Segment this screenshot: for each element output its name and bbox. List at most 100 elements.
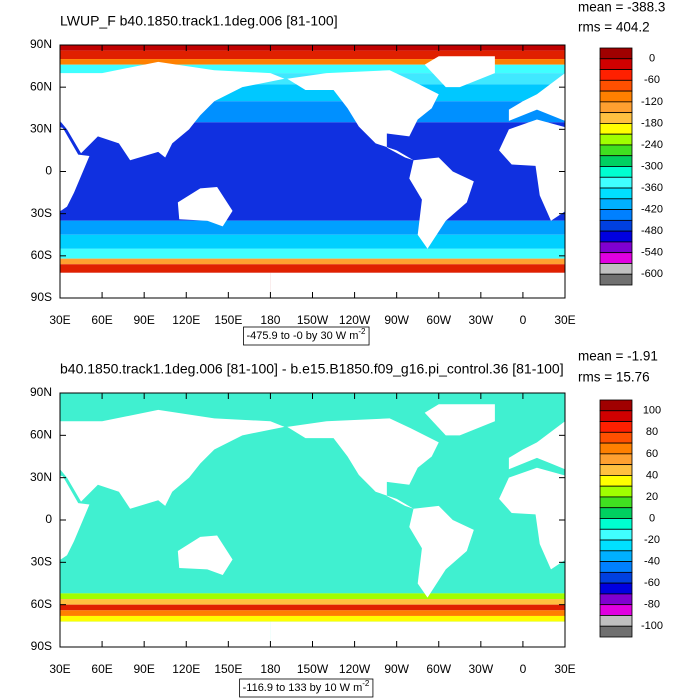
- colorbar-label: 0: [649, 512, 655, 524]
- lon-label: 0: [520, 662, 527, 676]
- land: [270, 272, 565, 298]
- land: [683, 536, 700, 576]
- colorbar-box: [599, 123, 633, 135]
- colorbar-box: [599, 263, 633, 275]
- land: [287, 418, 439, 509]
- lon-label: 90E: [133, 662, 154, 676]
- colorbar-label: -600: [641, 268, 663, 280]
- panel-stat: mean = -1.91: [578, 349, 658, 364]
- colorbar-box: [599, 47, 633, 60]
- colorbar-box: [599, 421, 633, 433]
- lon-label: 60E: [91, 662, 112, 676]
- lon-label: 60W: [426, 662, 451, 676]
- lon-label: 150W: [297, 313, 329, 327]
- lon-label: 30W: [468, 662, 493, 676]
- colorbar-label: -300: [641, 160, 663, 172]
- colorbar-box: [599, 475, 633, 487]
- range-label: -475.9 to -0 by 30 W m-2: [246, 327, 366, 342]
- lon-label: 120W: [339, 662, 371, 676]
- land: [60, 475, 90, 560]
- colorbar-box: [599, 58, 633, 70]
- range-box: [239, 678, 374, 698]
- lon-label: 90W: [384, 313, 409, 327]
- colorbar-label: -20: [644, 534, 660, 546]
- panel-stat: rms = 15.76: [578, 370, 650, 385]
- colorbar-box: [599, 528, 633, 541]
- colorbar-box: [599, 593, 633, 606]
- colorbar-box: [599, 431, 633, 444]
- colorbar-label: -80: [644, 599, 660, 611]
- colorbar-label: -100: [641, 620, 663, 632]
- lon-label: 90E: [133, 313, 154, 327]
- lat-label: 60S: [31, 248, 52, 262]
- colorbar-label: -420: [641, 203, 663, 215]
- lon-label: 150W: [297, 662, 329, 676]
- map-panel: b40.1850.track1.1deg.006 [81-100] - b.e1…: [30, 349, 700, 698]
- land: [499, 467, 565, 570]
- colorbar-label: 60: [646, 448, 658, 460]
- lat-label: 30N: [30, 470, 52, 484]
- colorbar-box: [599, 241, 633, 254]
- colorbar-box: [599, 464, 633, 476]
- colorbar-label: -360: [641, 182, 663, 194]
- colorbar-box: [599, 101, 633, 114]
- lon-label: 120E: [172, 662, 200, 676]
- colorbar-box: [599, 112, 633, 124]
- lat-label: 0: [45, 512, 52, 526]
- lon-label: 30E: [49, 662, 70, 676]
- colorbar-box: [599, 90, 633, 103]
- colorbar-box: [599, 453, 633, 466]
- land: [60, 272, 271, 298]
- colorbar-box: [599, 496, 633, 509]
- lon-label: 30W: [468, 313, 493, 327]
- land: [683, 187, 700, 226]
- lat-label: 60N: [30, 428, 52, 442]
- lat-label: 60N: [30, 79, 52, 93]
- range-box: [243, 326, 370, 346]
- map: [60, 393, 700, 647]
- land: [508, 421, 565, 470]
- colorbar-box: [599, 615, 633, 627]
- lat-label: 60S: [31, 597, 52, 611]
- lat-label: 90S: [31, 290, 52, 304]
- lon-label: 30E: [49, 313, 70, 327]
- lon-label: 120E: [172, 313, 200, 327]
- colorbar-box: [599, 69, 633, 81]
- colorbar-box: [599, 79, 633, 92]
- map: [60, 45, 700, 298]
- colorbar-label: 20: [646, 491, 658, 503]
- lon-label: 90W: [384, 662, 409, 676]
- colorbar-box: [599, 187, 633, 200]
- lon-label: 150E: [214, 662, 242, 676]
- land: [60, 61, 285, 161]
- colorbar-label: 80: [646, 426, 658, 438]
- colorbar-label: -40: [644, 555, 660, 567]
- lon-label: 30E: [554, 662, 575, 676]
- lat-label: 0: [45, 164, 52, 178]
- colorbar-box: [599, 176, 633, 189]
- lat-label: 30S: [31, 206, 52, 220]
- colorbar-box: [599, 571, 633, 584]
- panel-title: LWUP_F b40.1850.track1.1deg.006 [81-100]: [60, 13, 338, 29]
- colorbar-box: [599, 485, 633, 498]
- colorbar-box: [599, 550, 633, 562]
- colorbar-box: [599, 230, 633, 243]
- lat-label: 90S: [31, 639, 52, 653]
- colorbar-label: -240: [641, 139, 663, 151]
- colorbar-label: 100: [643, 405, 661, 417]
- lon-label: 60E: [91, 313, 112, 327]
- land: [60, 127, 90, 212]
- colorbar-box: [599, 209, 633, 221]
- land: [499, 119, 565, 221]
- lat-label: 90N: [30, 385, 52, 399]
- colorbar-box: [599, 166, 633, 178]
- colorbar-box: [599, 442, 633, 455]
- colorbar-box: [599, 539, 633, 552]
- land: [409, 157, 474, 249]
- lat-label: 30S: [31, 555, 52, 569]
- lon-label: 0: [520, 313, 527, 327]
- lon-label: 180: [260, 662, 280, 676]
- land: [424, 56, 495, 88]
